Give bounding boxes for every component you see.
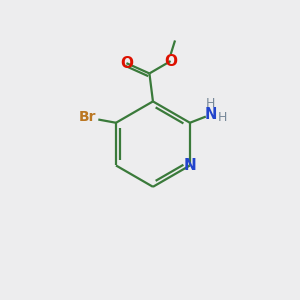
Text: Br: Br: [78, 110, 96, 124]
Text: H: H: [206, 97, 215, 110]
Text: N: N: [205, 107, 217, 122]
Text: O: O: [120, 56, 133, 70]
Text: O: O: [164, 54, 177, 69]
Text: N: N: [184, 158, 196, 173]
Text: H: H: [218, 111, 228, 124]
